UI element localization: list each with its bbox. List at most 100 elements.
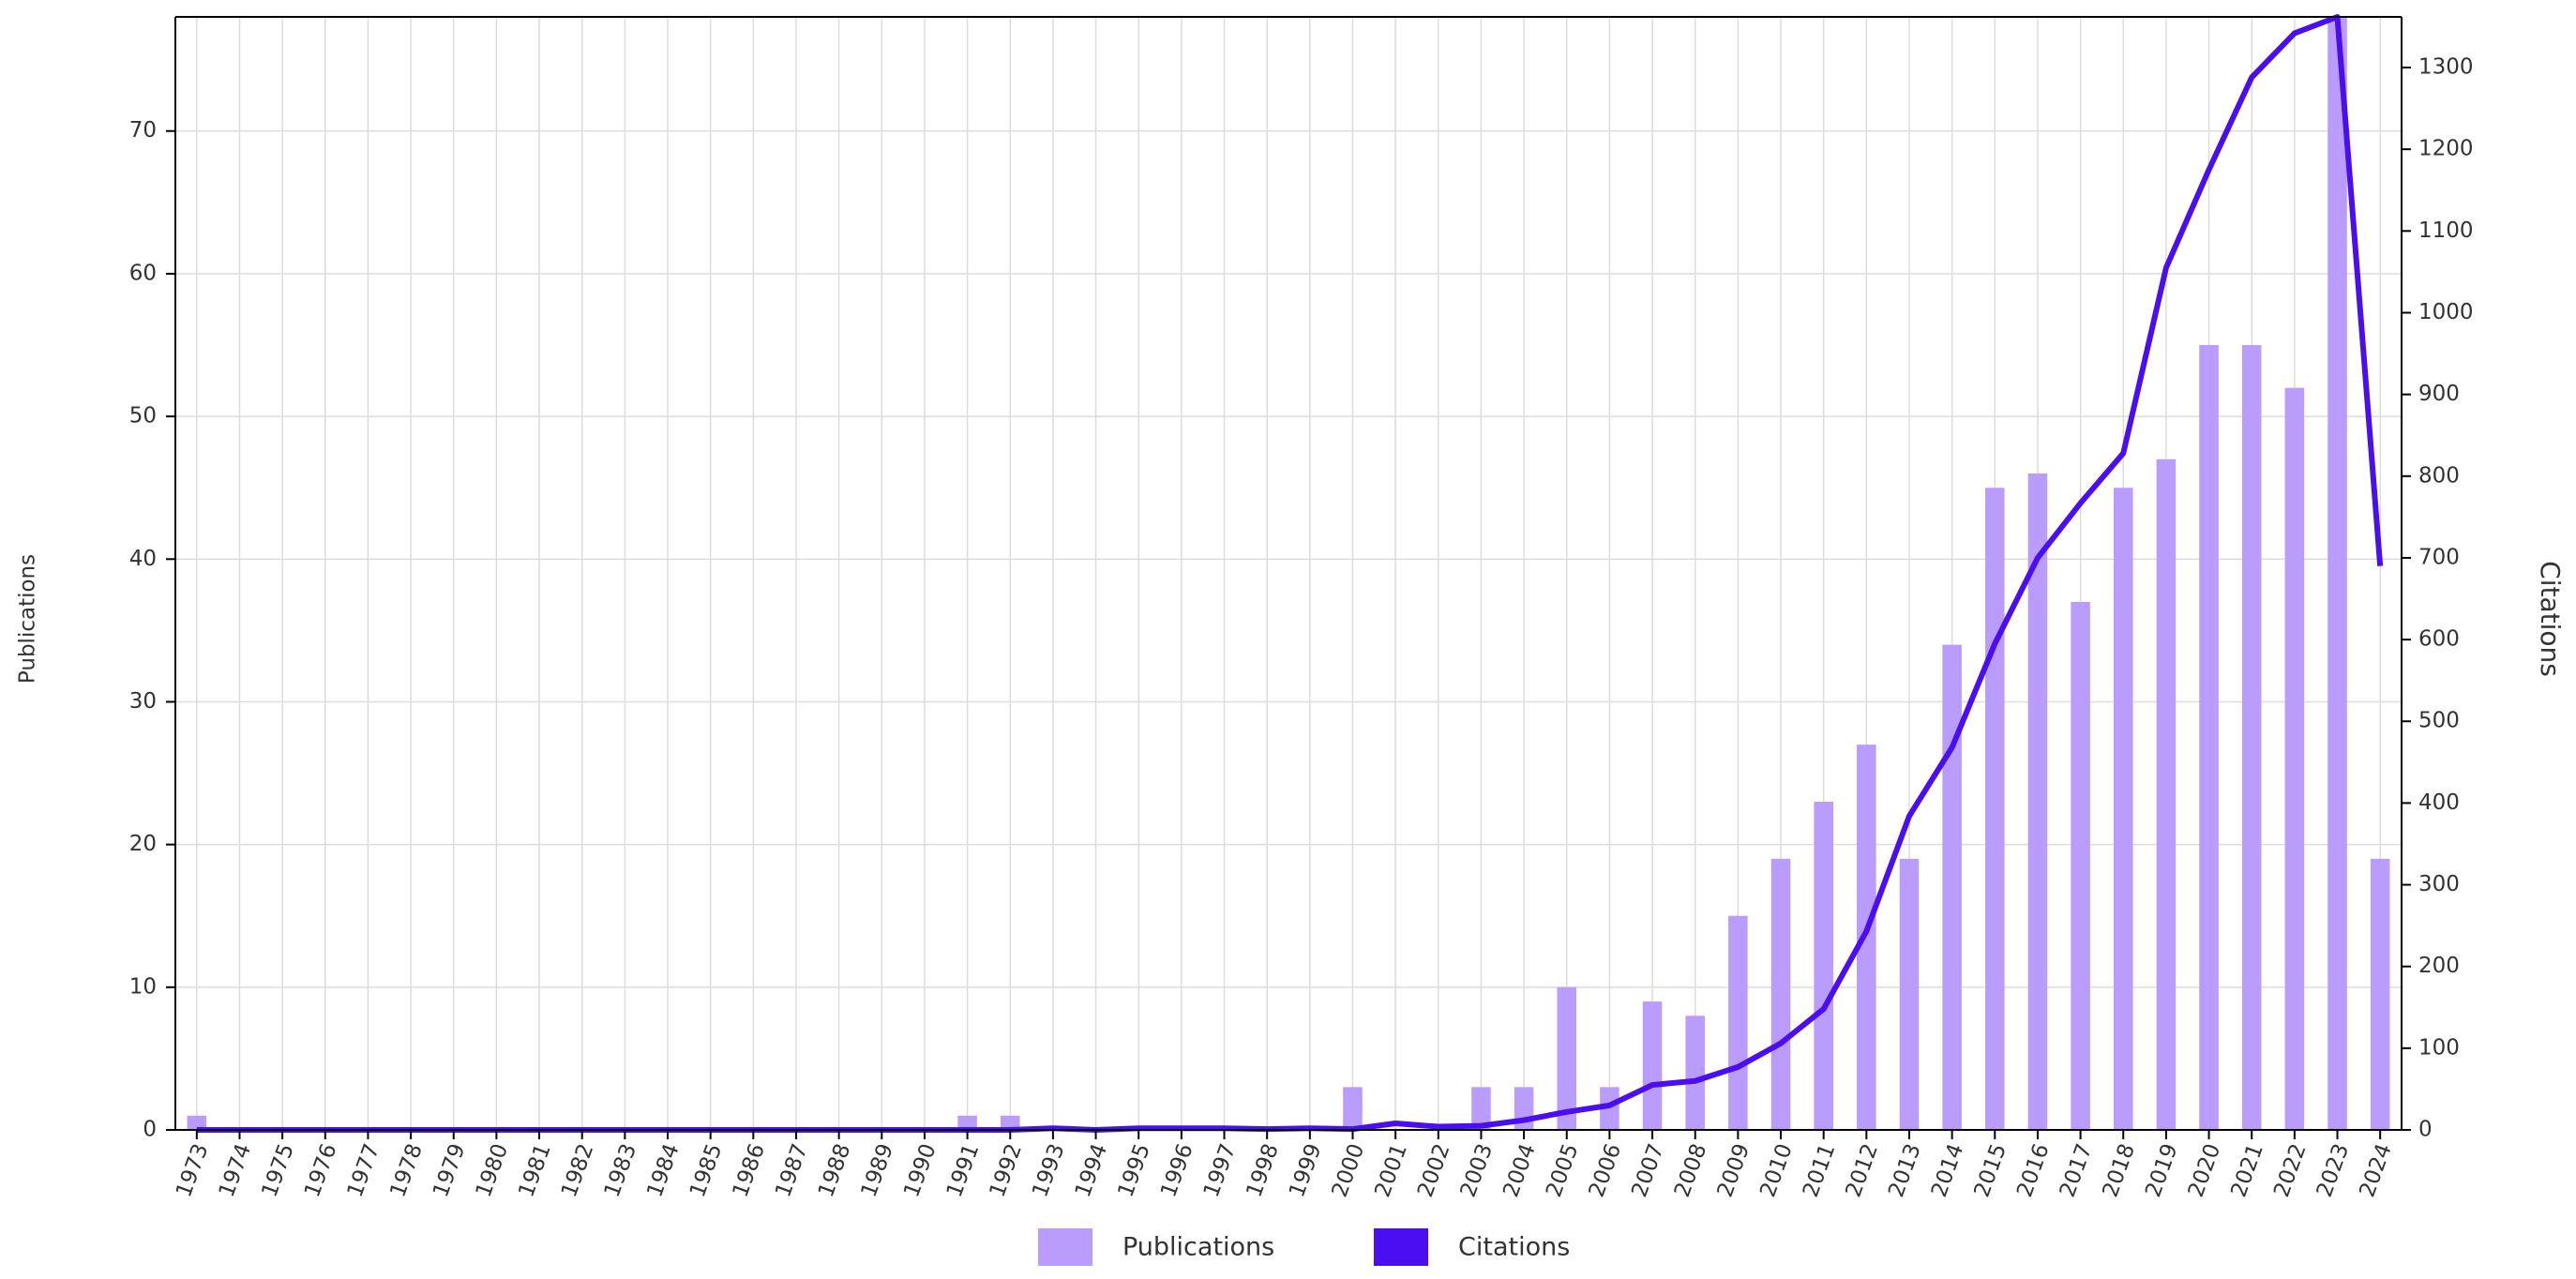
bar <box>2156 459 2177 1130</box>
x-tick-label: 1989 <box>857 1140 898 1200</box>
bar <box>1557 986 1577 1130</box>
bar <box>1642 1001 1663 1130</box>
bar <box>1343 1087 1363 1130</box>
bar <box>1728 915 1748 1130</box>
x-tick-label: 1980 <box>472 1140 513 1200</box>
bar <box>1000 1115 1020 1130</box>
bar <box>1600 1087 1619 1130</box>
x-tick-label: 2011 <box>1799 1140 1840 1200</box>
x-tick-label: 2006 <box>1585 1140 1626 1200</box>
x-tick-label: 1988 <box>814 1140 855 1200</box>
y2-tick-label: 600 <box>2418 627 2460 652</box>
y2-tick-label: 900 <box>2418 382 2460 406</box>
y2-tick-label: 200 <box>2418 954 2460 978</box>
y-tick-label: 40 <box>129 547 157 571</box>
y2-tick-label: 1100 <box>2418 218 2474 243</box>
bar <box>2241 345 2262 1130</box>
y-tick-label: 20 <box>129 832 157 856</box>
x-tick-label: 1987 <box>771 1140 812 1200</box>
y2-tick-label: 100 <box>2418 1035 2460 1060</box>
x-tick-label: 1990 <box>899 1140 941 1200</box>
bar <box>1770 858 1791 1130</box>
x-tick-label: 2008 <box>1670 1140 1711 1200</box>
bar <box>2284 387 2305 1131</box>
x-tick-label: 1985 <box>685 1140 727 1200</box>
y-tick-label: 30 <box>129 689 157 714</box>
x-tick-label: 1996 <box>1156 1140 1198 1200</box>
x-tick-label: 1984 <box>642 1140 684 1200</box>
x-tick-label: 2003 <box>1456 1140 1498 1200</box>
x-tick-label: 2001 <box>1370 1140 1411 1200</box>
y2-tick-label: 1200 <box>2418 137 2474 161</box>
x-tick-label: 2012 <box>1842 1140 1883 1200</box>
x-tick-label: 1974 <box>215 1140 256 1200</box>
x-tick-label: 2007 <box>1627 1140 1668 1200</box>
x-tick-label: 2010 <box>1755 1140 1797 1200</box>
bar <box>2113 488 2133 1130</box>
legend-swatch <box>1038 1228 1092 1266</box>
x-tick-label: 2002 <box>1413 1140 1454 1200</box>
bar <box>1471 1087 1491 1130</box>
x-tick-label: 1992 <box>986 1140 1027 1200</box>
x-tick-label: 1999 <box>1285 1140 1326 1200</box>
x-tick-label: 2004 <box>1499 1140 1540 1200</box>
x-tick-label: 2014 <box>1927 1140 1968 1200</box>
y2-tick-label: 500 <box>2418 709 2460 733</box>
x-tick-label: 1977 <box>343 1140 384 1200</box>
x-tick-label: 2020 <box>2184 1140 2225 1200</box>
x-tick-label: 2017 <box>2056 1140 2097 1200</box>
y-axis-title: Publications <box>16 554 40 684</box>
x-tick-label: 1978 <box>385 1140 427 1200</box>
bar <box>2199 345 2219 1130</box>
bar <box>1899 858 1920 1130</box>
y2-tick-label: 800 <box>2418 463 2460 488</box>
x-tick-label: 1995 <box>1114 1140 1155 1200</box>
bar <box>1685 1016 1705 1130</box>
x-tick-label: 1986 <box>729 1140 770 1200</box>
y2-axis-title: Citations <box>2535 561 2566 677</box>
x-tick-label: 2015 <box>1970 1140 2011 1200</box>
bar <box>2327 17 2347 1130</box>
x-tick-label: 2000 <box>1328 1140 1369 1200</box>
bar <box>1985 488 2005 1130</box>
bar <box>1857 745 1876 1130</box>
x-tick-label: 1976 <box>300 1140 341 1200</box>
x-tick-label: 1973 <box>172 1140 213 1200</box>
x-tick-label: 1994 <box>1071 1140 1112 1200</box>
legend-label: Publications <box>1122 1233 1274 1262</box>
x-tick-label: 2019 <box>2141 1140 2182 1200</box>
x-tick-label: 1998 <box>1242 1140 1283 1200</box>
x-tick-label: 1993 <box>1028 1140 1069 1200</box>
y2-tick-label: 400 <box>2418 790 2460 815</box>
x-tick-label: 2021 <box>2227 1140 2268 1200</box>
y-tick-label: 70 <box>129 118 157 143</box>
x-tick-label: 2024 <box>2355 1140 2396 1200</box>
y2-tick-label: 300 <box>2418 872 2460 896</box>
x-tick-label: 2009 <box>1713 1140 1755 1200</box>
bar <box>957 1115 977 1130</box>
x-tick-label: 2005 <box>1542 1140 1583 1200</box>
bar <box>1814 801 1833 1130</box>
x-tick-label: 2013 <box>1884 1140 1925 1200</box>
x-tick-label: 2016 <box>2012 1140 2054 1200</box>
y-tick-label: 0 <box>143 1118 157 1142</box>
bar <box>2370 858 2390 1130</box>
y2-tick-label: 700 <box>2418 545 2460 569</box>
y2-tick-label: 1300 <box>2418 55 2474 80</box>
x-tick-label: 2023 <box>2312 1140 2354 1200</box>
y-tick-label: 50 <box>129 404 157 429</box>
y-tick-label: 60 <box>129 261 157 285</box>
bar <box>2027 473 2048 1130</box>
bar <box>1942 644 1962 1130</box>
y-tick-label: 10 <box>129 974 157 999</box>
x-tick-label: 1983 <box>600 1140 641 1200</box>
x-tick-label: 1982 <box>557 1140 598 1200</box>
x-tick-label: 2022 <box>2269 1140 2311 1200</box>
x-tick-label: 1997 <box>1199 1140 1241 1200</box>
y2-tick-label: 0 <box>2418 1118 2433 1142</box>
y2-tick-label: 1000 <box>2418 300 2474 324</box>
x-tick-label: 2018 <box>2099 1140 2140 1200</box>
legend-label: Citations <box>1458 1233 1570 1262</box>
x-tick-label: 1975 <box>257 1140 298 1200</box>
